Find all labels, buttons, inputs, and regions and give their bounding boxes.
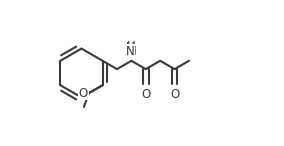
- Text: H: H: [126, 41, 135, 54]
- Text: O: O: [141, 88, 151, 101]
- Text: H: H: [127, 40, 136, 53]
- Text: O: O: [170, 88, 179, 101]
- Text: N: N: [128, 45, 137, 58]
- Text: O: O: [79, 87, 88, 100]
- Text: N: N: [126, 45, 135, 58]
